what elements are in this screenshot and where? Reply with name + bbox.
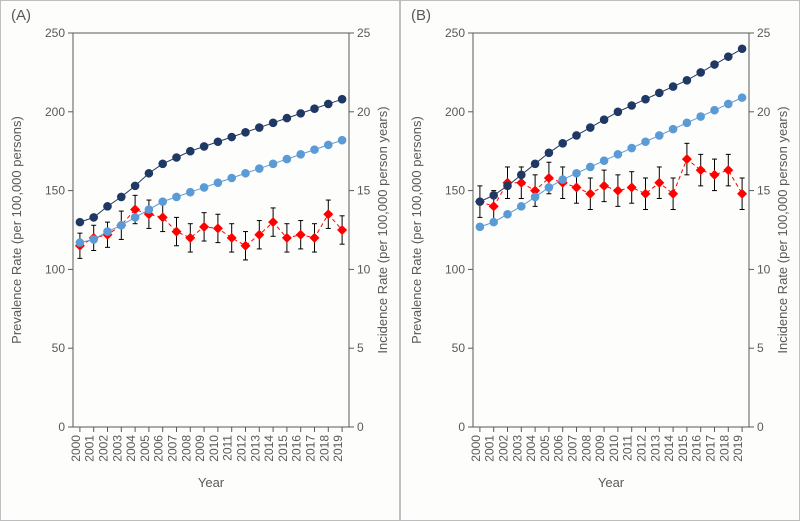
panel-a: (A) 050100150200250051015202520002001200… [0, 0, 400, 521]
svg-text:20: 20 [757, 105, 771, 119]
svg-text:2006: 2006 [152, 435, 166, 462]
svg-text:2005: 2005 [538, 435, 552, 462]
svg-text:0: 0 [757, 420, 764, 434]
chart-b: 0501001502002500510152025200020012002200… [401, 1, 800, 522]
svg-text:2012: 2012 [635, 435, 649, 462]
svg-text:2016: 2016 [690, 435, 704, 462]
svg-text:100: 100 [45, 262, 65, 276]
svg-text:150: 150 [445, 184, 465, 198]
svg-text:15: 15 [357, 184, 371, 198]
svg-text:2011: 2011 [621, 435, 635, 461]
svg-text:0: 0 [458, 420, 465, 434]
svg-text:100: 100 [445, 262, 465, 276]
svg-text:2009: 2009 [593, 435, 607, 462]
svg-text:0: 0 [357, 420, 364, 434]
svg-text:2019: 2019 [331, 435, 345, 462]
svg-text:Year: Year [198, 475, 225, 490]
svg-text:2010: 2010 [207, 435, 221, 462]
svg-text:50: 50 [452, 341, 466, 355]
svg-text:2009: 2009 [193, 435, 207, 462]
svg-text:Year: Year [598, 475, 625, 490]
svg-text:200: 200 [45, 105, 65, 119]
svg-text:2016: 2016 [290, 435, 304, 462]
panel-b-label: (B) [411, 7, 431, 24]
svg-text:2004: 2004 [124, 435, 138, 462]
svg-text:Prevalence Rate (per 100,000 p: Prevalence Rate (per 100,000 persons) [9, 116, 24, 344]
svg-text:250: 250 [45, 26, 65, 40]
svg-text:20: 20 [357, 105, 371, 119]
svg-text:2013: 2013 [248, 435, 262, 462]
svg-text:2015: 2015 [276, 435, 290, 462]
svg-text:25: 25 [357, 26, 371, 40]
svg-text:2012: 2012 [235, 435, 249, 462]
svg-text:Incidence Rate (per 100,000 pe: Incidence Rate (per 100,000 person years… [775, 106, 790, 353]
svg-text:25: 25 [757, 26, 771, 40]
svg-text:2003: 2003 [110, 435, 124, 462]
svg-text:Incidence Rate (per 100,000 pe: Incidence Rate (per 100,000 person years… [375, 106, 390, 353]
svg-text:2007: 2007 [166, 435, 180, 462]
svg-text:2018: 2018 [717, 435, 731, 462]
svg-text:2001: 2001 [83, 435, 97, 462]
svg-text:50: 50 [52, 341, 66, 355]
svg-text:2015: 2015 [676, 435, 690, 462]
svg-text:2017: 2017 [704, 435, 718, 462]
svg-text:15: 15 [757, 184, 771, 198]
svg-text:200: 200 [445, 105, 465, 119]
chart-a: 0501001502002500510152025200020012002200… [1, 1, 401, 522]
svg-text:2005: 2005 [138, 435, 152, 462]
svg-text:2019: 2019 [731, 435, 745, 462]
svg-text:5: 5 [757, 341, 764, 355]
svg-text:2008: 2008 [179, 435, 193, 462]
panel-b: (B) 050100150200250051015202520002001200… [400, 0, 800, 521]
svg-text:2004: 2004 [524, 435, 538, 462]
svg-text:2017: 2017 [304, 435, 318, 462]
svg-text:10: 10 [757, 262, 771, 276]
svg-text:2010: 2010 [607, 435, 621, 462]
svg-text:2006: 2006 [552, 435, 566, 462]
svg-text:2014: 2014 [662, 435, 676, 462]
svg-text:2013: 2013 [648, 435, 662, 462]
svg-text:2014: 2014 [262, 435, 276, 462]
svg-text:0: 0 [58, 420, 65, 434]
svg-text:2018: 2018 [317, 435, 331, 462]
svg-text:2003: 2003 [510, 435, 524, 462]
svg-text:250: 250 [445, 26, 465, 40]
svg-text:2001: 2001 [483, 435, 497, 462]
svg-text:2011: 2011 [221, 435, 235, 461]
svg-text:2002: 2002 [97, 435, 111, 462]
svg-text:2002: 2002 [497, 435, 511, 462]
panel-a-label: (A) [11, 7, 31, 24]
svg-text:2000: 2000 [69, 435, 83, 462]
svg-text:2007: 2007 [566, 435, 580, 462]
figure-container: (A) 050100150200250051015202520002001200… [0, 0, 800, 521]
svg-text:150: 150 [45, 184, 65, 198]
svg-text:Prevalence Rate (per 100,000 p: Prevalence Rate (per 100,000 persons) [409, 116, 424, 344]
svg-text:10: 10 [357, 262, 371, 276]
svg-text:2000: 2000 [469, 435, 483, 462]
svg-text:2008: 2008 [579, 435, 593, 462]
svg-text:5: 5 [357, 341, 364, 355]
